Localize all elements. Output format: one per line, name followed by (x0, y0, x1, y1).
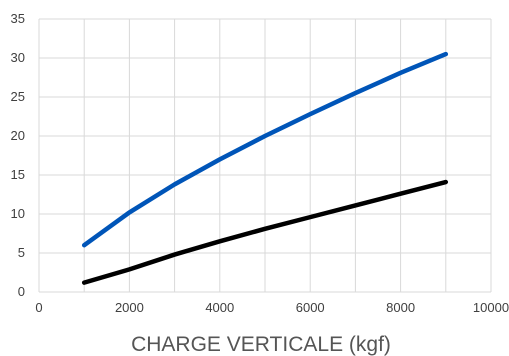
x-tick-label: 4000 (205, 300, 234, 315)
x-tick-label: 0 (35, 300, 42, 315)
x-tick-label: 10000 (473, 300, 509, 315)
x-tick-label: 6000 (296, 300, 325, 315)
y-tick-label: 20 (11, 128, 25, 143)
grid (38, 18, 492, 293)
y-tick-label: 25 (11, 89, 25, 104)
x-tick-label: 8000 (386, 300, 415, 315)
y-tick-label: 10 (11, 206, 25, 221)
y-tick-label: 35 (11, 11, 25, 26)
series-line-blue (81, 51, 449, 248)
x-tick-label: 2000 (115, 300, 144, 315)
y-tick-label: 30 (11, 50, 25, 65)
x-axis-ticks: 0 2000 4000 6000 8000 10000 (35, 300, 509, 315)
y-tick-label: 0 (18, 284, 25, 299)
series-line-black (81, 179, 449, 285)
y-tick-label: 15 (11, 167, 25, 182)
y-axis-ticks: 0 5 10 15 20 25 30 35 (11, 11, 25, 299)
series-layer (81, 51, 449, 285)
y-tick-label: 5 (18, 245, 25, 260)
x-axis-title: CHARGE VERTICALE (kgf) (131, 333, 391, 356)
